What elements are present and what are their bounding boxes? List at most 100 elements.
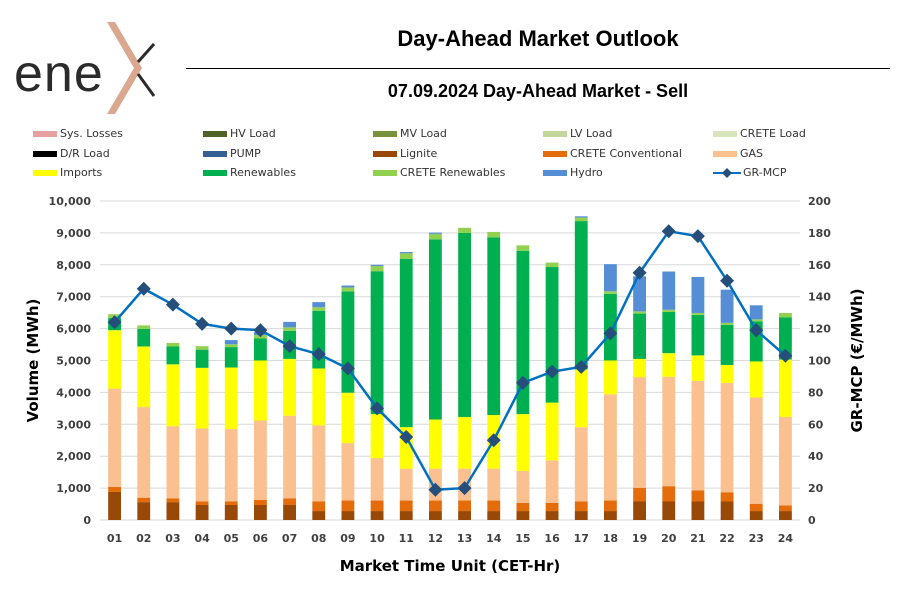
bar-segment-gas: [487, 468, 501, 501]
bar-segment-crete-conventional: [604, 500, 617, 512]
bar-segment-lignite: [341, 511, 355, 520]
legend-label: GR-MCP: [743, 166, 787, 179]
bar-segment-crete-conventional: [662, 486, 676, 502]
legend-swatch: [543, 150, 567, 157]
bar-segment-gas: [283, 415, 296, 499]
x-tick-label: 19: [632, 532, 647, 545]
bar-segment-imports: [662, 353, 676, 377]
gr-mcp-marker: [136, 281, 151, 296]
bar-segment-crete-renewables: [574, 217, 588, 222]
x-tick-label: 17: [574, 532, 589, 545]
bar-segment-crete-conventional: [720, 492, 734, 502]
bar-segment-gas: [662, 376, 676, 487]
gr-mcp-marker: [661, 224, 676, 239]
y2-tick-label: 120: [808, 323, 831, 336]
y2-tick-label: 0: [808, 514, 816, 527]
bar-segment-lignite: [604, 511, 617, 520]
bar-segment-hydro: [691, 276, 705, 313]
bar-segment-renewables: [720, 324, 734, 365]
bar-segment-crete-renewables: [604, 291, 617, 294]
bar-segment-crete-renewables: [166, 342, 180, 347]
legend-item-crete-load: CRETE Load: [713, 127, 806, 140]
legend-item-hv-load: HV Load: [203, 127, 276, 140]
bar-segment-gas: [574, 427, 588, 502]
x-tick-label: 05: [224, 532, 239, 545]
bar-segment-renewables: [399, 258, 413, 428]
y-tick-label: 5,000: [56, 355, 91, 368]
title-divider: [186, 68, 890, 69]
bar-segment-lignite: [720, 501, 734, 520]
bar-segment-crete-renewables: [312, 307, 326, 311]
bar-segment-imports: [166, 364, 180, 427]
bar-segment-lignite: [283, 505, 296, 520]
legend-label: MV Load: [400, 127, 447, 140]
bar-segment-crete-conventional: [224, 501, 238, 506]
bar-segment-crete-conventional: [341, 500, 355, 512]
bar-segment-gas: [254, 420, 267, 500]
legend-swatch: [203, 169, 227, 176]
bar-segment-imports: [604, 360, 617, 395]
bar-segment-hydro: [633, 276, 646, 312]
bar-segment-gas: [224, 429, 238, 502]
bar-segment-renewables: [487, 237, 501, 416]
bar-segment-imports: [370, 414, 384, 459]
bar-segment-gas: [195, 428, 209, 502]
bar-segment-lignite: [545, 511, 559, 520]
gr-mcp-marker: [778, 348, 793, 363]
bar-segment-imports: [749, 361, 763, 398]
bar-segment-lignite: [399, 511, 413, 520]
legend-item-imports: Imports: [33, 166, 102, 179]
logo-text: ene: [14, 45, 104, 103]
bar-segment-gas: [312, 425, 326, 502]
bar-segment-renewables: [545, 267, 559, 403]
bar-segment-gas: [720, 382, 734, 493]
bar-segment-hydro: [312, 302, 326, 308]
logo-chevron-icon: [107, 22, 156, 114]
bar-segment-crete-conventional: [458, 500, 471, 512]
legend-swatch: [33, 130, 57, 137]
bar-segment-lignite: [254, 505, 267, 520]
bar-segment-imports: [254, 360, 267, 421]
bar-segment-hydro: [341, 285, 355, 288]
gr-mcp-marker: [399, 430, 414, 445]
bar-segment-crete-conventional: [399, 500, 413, 512]
legend-swatch: [203, 130, 227, 137]
bar-segment-renewables: [341, 291, 355, 393]
legend-swatch: [373, 169, 397, 176]
bar-segment-hydro: [662, 271, 676, 310]
bar-segment-lignite: [516, 511, 530, 520]
bar-segment-renewables: [662, 312, 676, 354]
bar-segment-gas: [545, 460, 559, 503]
bar-segment-crete-renewables: [283, 327, 296, 331]
bar-segment-crete-renewables: [720, 322, 734, 325]
page-subtitle: 07.09.2024 Day-Ahead Market - Sell: [387, 81, 689, 101]
legend-item-lv-load: LV Load: [543, 127, 612, 140]
x-tick-label: 07: [282, 532, 297, 545]
bar-segment-lignite: [487, 511, 501, 520]
legend-label: GAS: [740, 147, 764, 160]
bar-segment-imports: [429, 419, 442, 469]
page-title: Day-Ahead Market Outlook: [397, 26, 679, 51]
bar-segment-hydro: [604, 264, 617, 292]
legend-label: CRETE Renewables: [400, 166, 506, 179]
y-tick-label: 7,000: [56, 291, 91, 304]
bar-segment-crete-conventional: [633, 487, 646, 502]
bar-segment-gas: [604, 394, 617, 501]
bar-segment-crete-renewables: [429, 233, 442, 240]
y-tick-label: 6,000: [56, 323, 91, 336]
legend-label: PUMP: [230, 147, 261, 160]
gr-mcp-marker: [282, 339, 297, 354]
legend-item-lignite: Lignite: [373, 147, 437, 160]
bar-segment-crete-renewables: [779, 312, 792, 318]
bar-segment-hydro: [749, 305, 763, 320]
bar-segment-crete-renewables: [545, 262, 559, 268]
bar-segment-lignite: [108, 491, 121, 520]
legend-swatch: [543, 169, 567, 176]
gr-mcp-marker: [224, 321, 239, 336]
bar-segment-hydro: [574, 216, 588, 218]
bar-segment-crete-conventional: [195, 501, 209, 506]
x-tick-label: 01: [107, 532, 122, 545]
legend-swatch: [203, 150, 227, 157]
bar-segment-imports: [545, 402, 559, 461]
bar-segment-lignite: [166, 502, 180, 520]
